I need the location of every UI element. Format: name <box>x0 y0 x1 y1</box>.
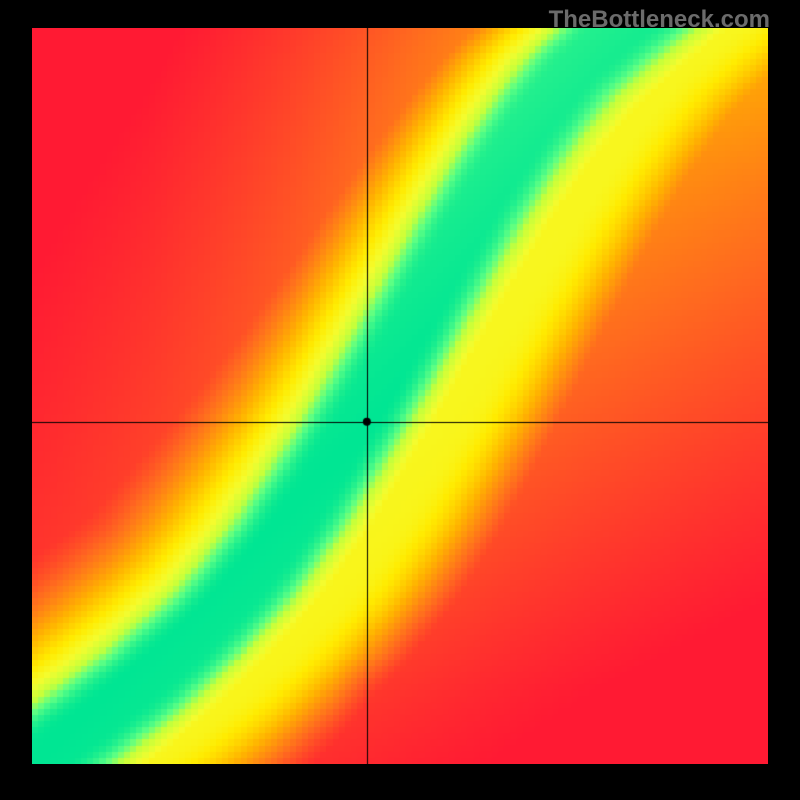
watermark-text: TheBottleneck.com <box>549 6 770 34</box>
bottleneck-heatmap <box>32 28 768 764</box>
chart-container: TheBottleneck.com <box>0 0 800 800</box>
